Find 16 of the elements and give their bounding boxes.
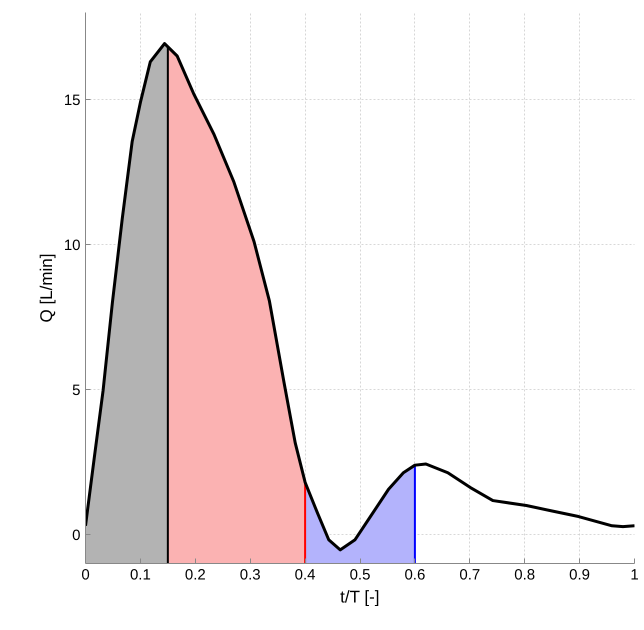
x-tick-label: 0.4 (294, 566, 316, 584)
x-tick-label: 0.6 (404, 566, 426, 584)
x-tick-label: 0.8 (514, 566, 536, 584)
x-tick-label: 0.5 (350, 566, 370, 584)
y-axis-title: Q [L/min] (36, 254, 56, 322)
y-tick-label: 5 (72, 382, 80, 399)
x-tick-label: 0.2 (184, 566, 206, 584)
x-tick-label: 0.9 (569, 566, 590, 584)
x-tick-label: 0.7 (459, 566, 480, 584)
x-tick-label: 1 (630, 566, 639, 584)
x-axis-title: t/T [-] (340, 588, 380, 606)
y-tick-label: 0 (72, 527, 80, 544)
y-tick-label: 10 (64, 237, 81, 254)
y-tick-label: 15 (64, 92, 81, 109)
x-tick-label: 0.1 (130, 566, 151, 584)
x-tick-label: 0.3 (240, 566, 261, 584)
